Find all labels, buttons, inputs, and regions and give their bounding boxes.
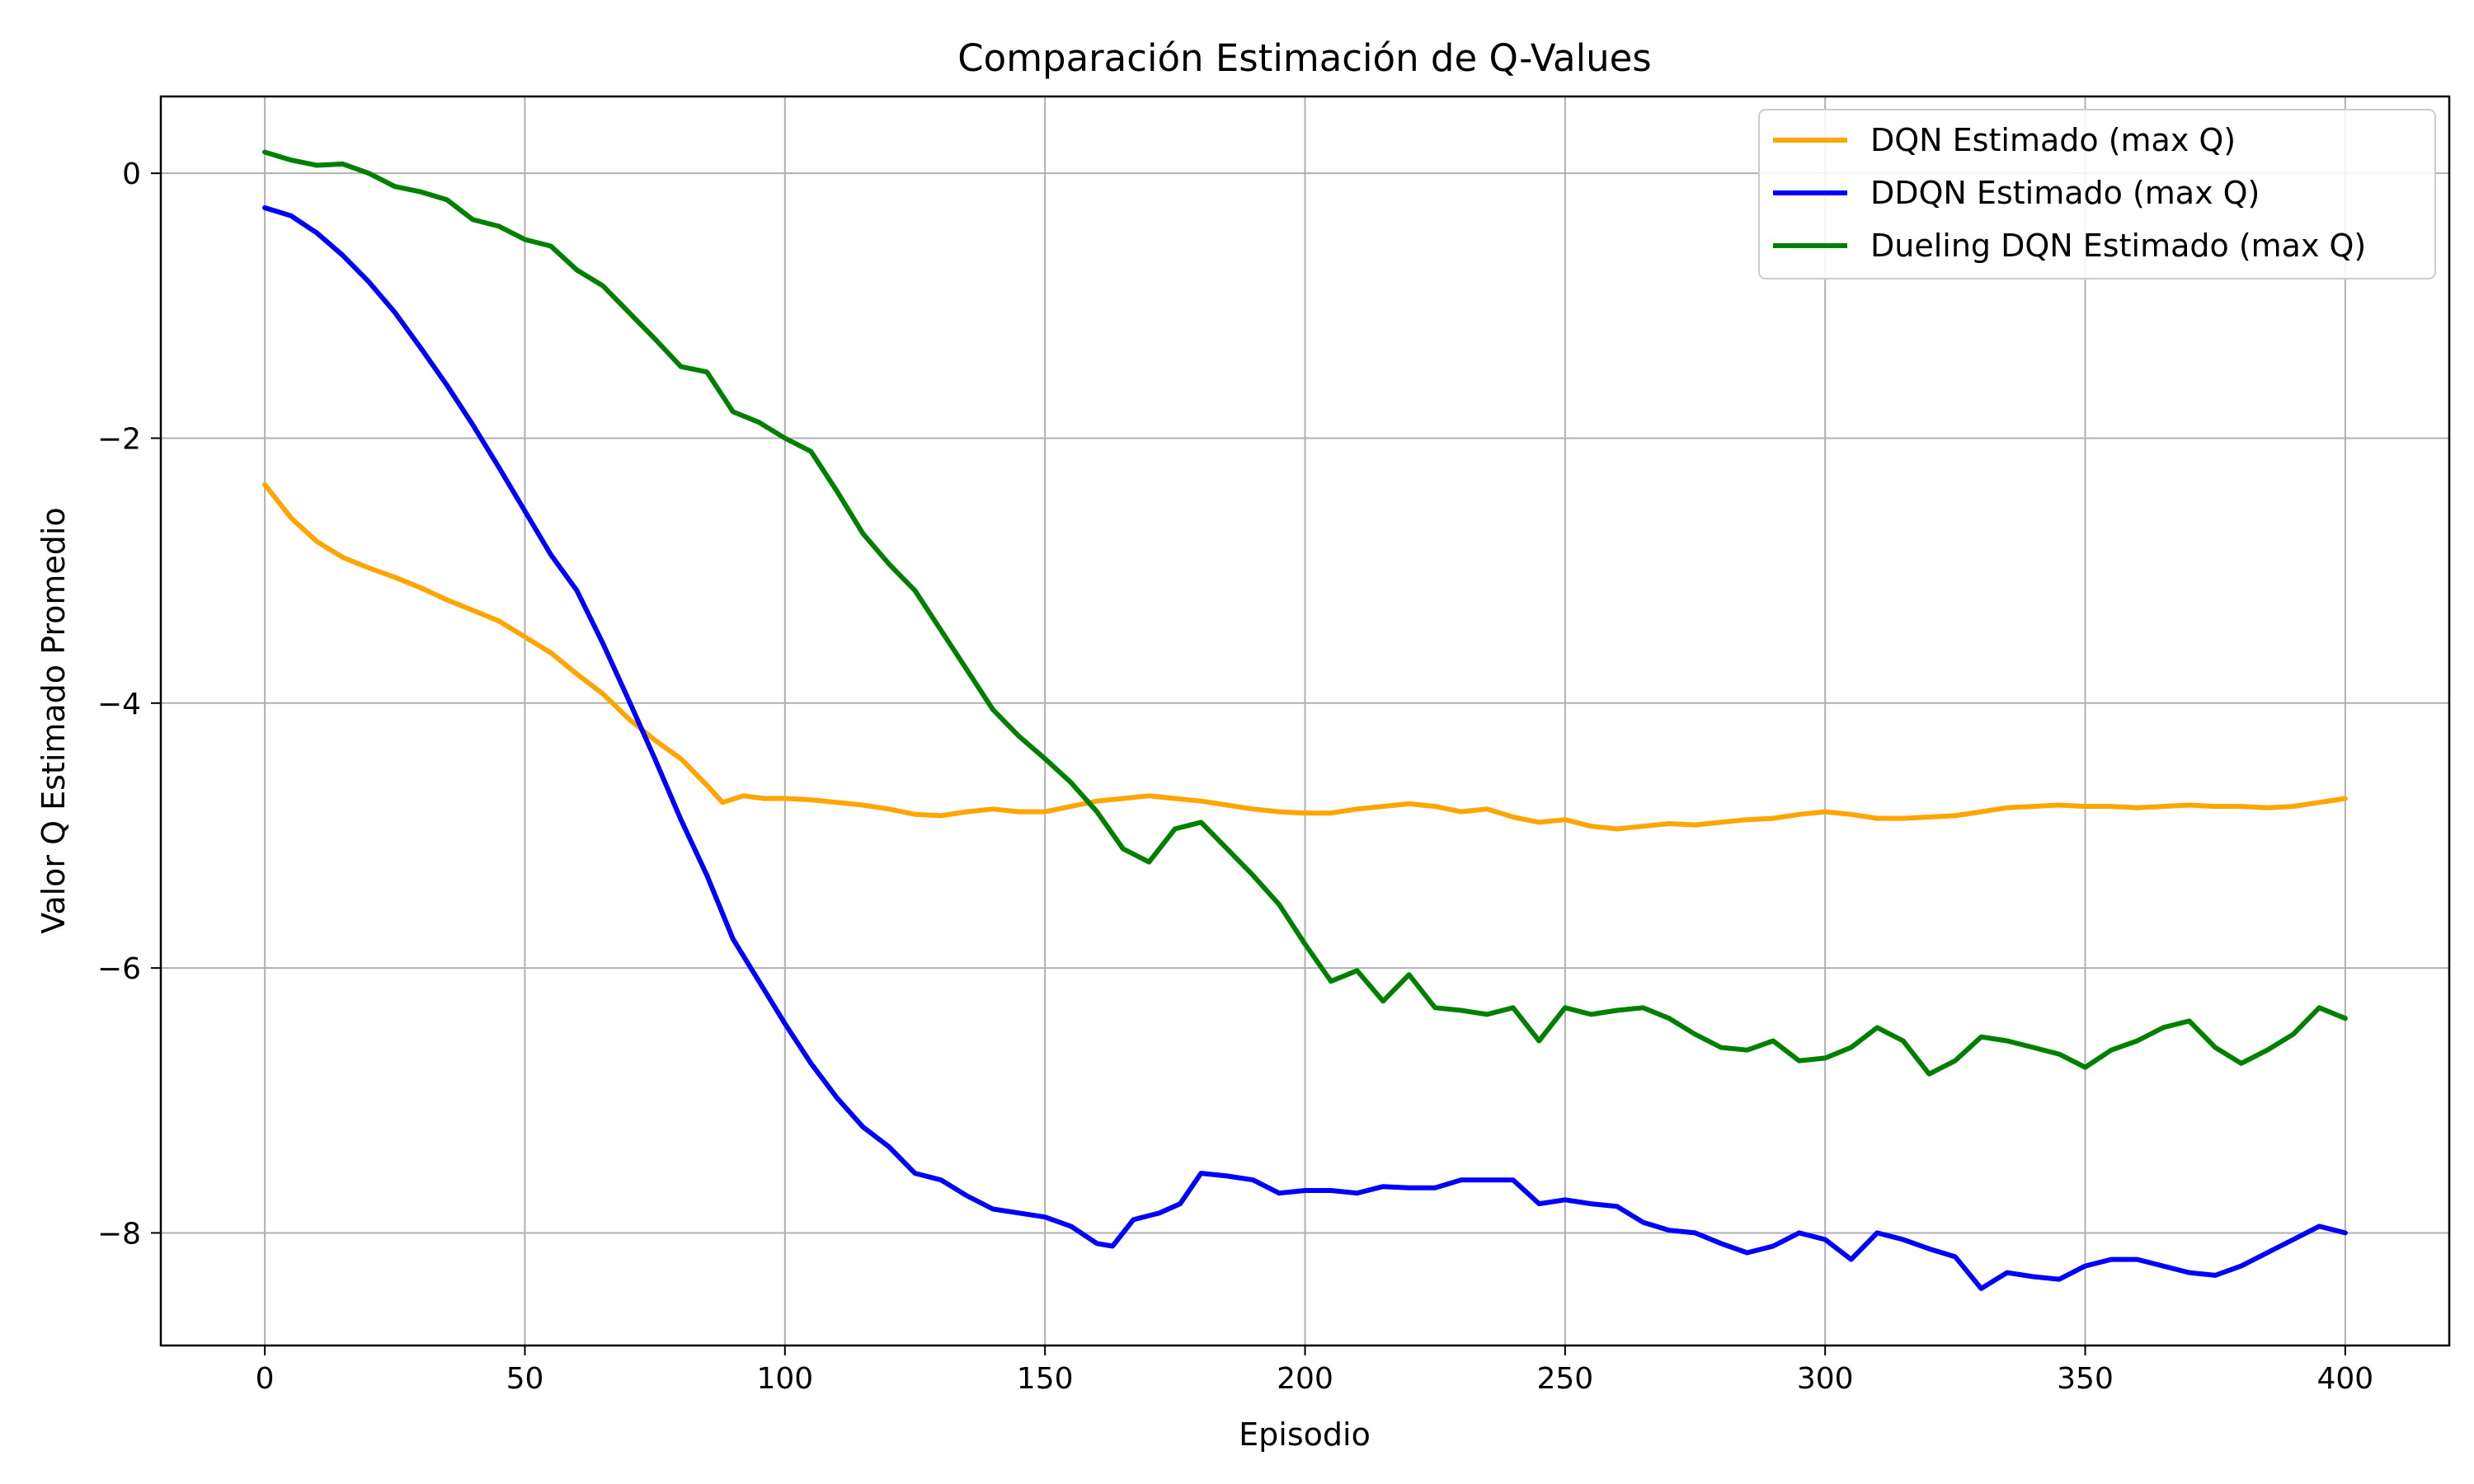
legend-label-dueling: Dueling DQN Estimado (max Q) <box>1870 228 2366 264</box>
x-tick-label: 400 <box>2317 1362 2374 1396</box>
series-lines <box>262 149 2348 1291</box>
y-axis-label: Valor Q Estimado Promedio <box>35 507 72 933</box>
y-tick-label: −6 <box>97 952 141 986</box>
dueling-dqn-series-line <box>262 149 2348 1077</box>
y-tick-label: −2 <box>97 422 141 456</box>
legend: DQN Estimado (max Q) DDQN Estimado (max … <box>1758 109 2436 279</box>
ddqn-series-line <box>262 205 2348 1291</box>
x-tick-label: 350 <box>2057 1362 2114 1396</box>
y-tick-label: 0 <box>122 157 141 191</box>
x-axis-label: Episodio <box>1239 1416 1371 1453</box>
dqn-series-line <box>262 481 2348 832</box>
x-tick-label: 100 <box>756 1362 813 1396</box>
legend-box <box>1758 109 2436 279</box>
x-tick-label: 150 <box>1017 1362 1074 1396</box>
x-tick-label: 300 <box>1797 1362 1854 1396</box>
axis-ticks: 0 50 100 150 200 250 300 350 400 0 −2 −4 −6 −8 <box>97 157 2373 1396</box>
y-tick-label: −4 <box>97 688 141 721</box>
legend-label-dqn: DQN Estimado (max Q) <box>1870 122 2236 158</box>
x-tick-label: 50 <box>506 1362 544 1396</box>
legend-label-ddqn: DDQN Estimado (max Q) <box>1870 175 2260 211</box>
x-tick-label: 250 <box>1536 1362 1593 1396</box>
chart-title: Comparación Estimación de Q-Values <box>957 36 1652 80</box>
y-tick-label: −8 <box>97 1217 141 1251</box>
x-tick-label: 200 <box>1277 1362 1333 1396</box>
x-tick-label: 0 <box>256 1362 275 1396</box>
